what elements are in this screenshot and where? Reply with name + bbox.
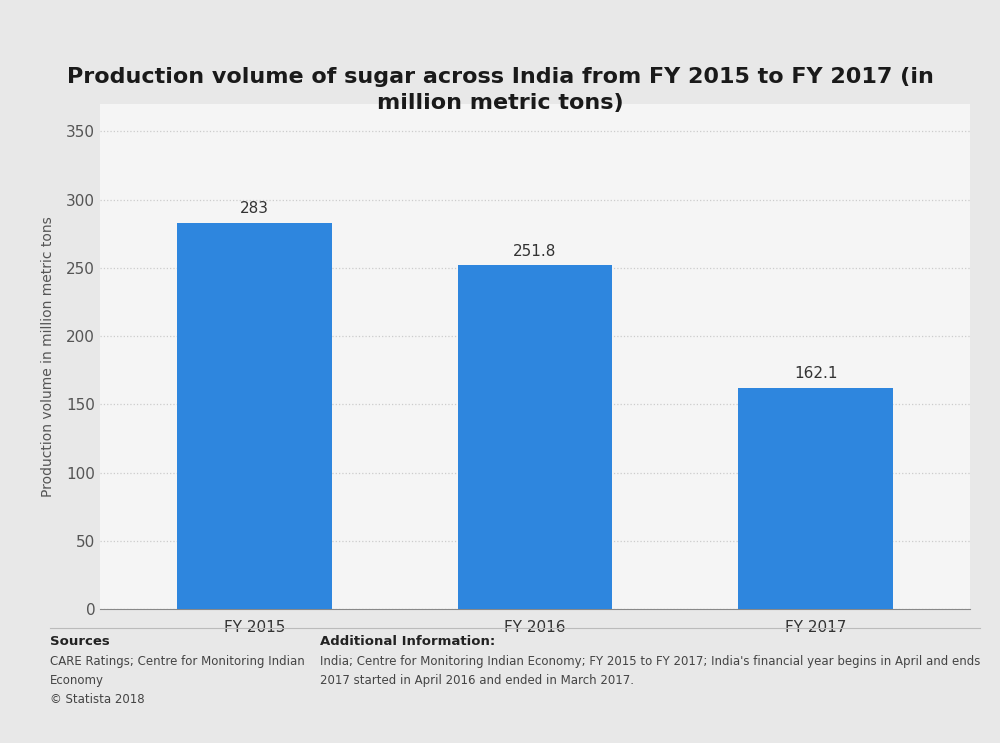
Text: CARE Ratings; Centre for Monitoring Indian
Economy
© Statista 2018: CARE Ratings; Centre for Monitoring Indi… [50,655,305,707]
Text: Additional Information:: Additional Information: [320,635,495,648]
Text: 283: 283 [240,201,269,216]
Text: Production volume of sugar across India from FY 2015 to FY 2017 (in
million metr: Production volume of sugar across India … [67,67,933,113]
Text: Sources: Sources [50,635,110,648]
Bar [177,223,332,609]
Text: India; Centre for Monitoring Indian Economy; FY 2015 to FY 2017; India's financi: India; Centre for Monitoring Indian Econ… [320,655,980,687]
Y-axis label: Production volume in million metric tons: Production volume in million metric tons [41,216,55,497]
Text: 251.8: 251.8 [513,244,557,259]
Bar [738,388,893,609]
Bar [458,265,612,609]
Text: 162.1: 162.1 [794,366,837,381]
